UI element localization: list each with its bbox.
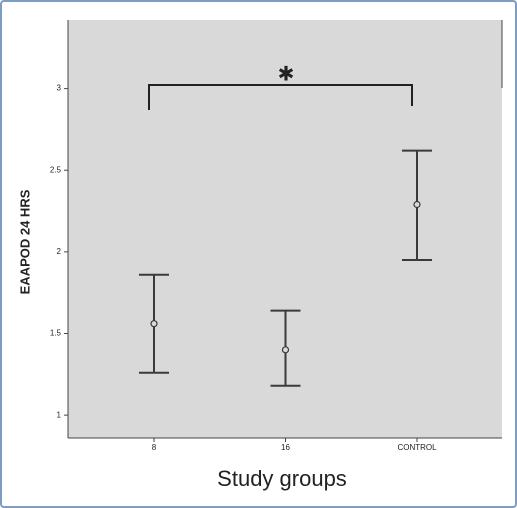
x-tick-label: 16 xyxy=(281,443,290,452)
y-axis-label: EAAPOD 24 HRS xyxy=(17,189,32,294)
mean-point xyxy=(150,320,158,328)
y-tick-label: 1 xyxy=(57,410,62,419)
y-tick-label: 2.5 xyxy=(50,165,62,174)
y-tick-label: 1.5 xyxy=(50,329,62,338)
significance-star: ✱ xyxy=(278,63,295,85)
mean-point xyxy=(281,346,290,354)
x-tick-label: 8 xyxy=(152,443,157,452)
significance-bracket xyxy=(148,84,413,110)
y-tick-label: 3 xyxy=(57,84,62,93)
x-axis-label: Study groups xyxy=(217,466,347,491)
y-tick-label: 2 xyxy=(57,247,62,256)
mean-point xyxy=(413,200,421,209)
x-tick-label: CONTROL xyxy=(397,443,437,452)
